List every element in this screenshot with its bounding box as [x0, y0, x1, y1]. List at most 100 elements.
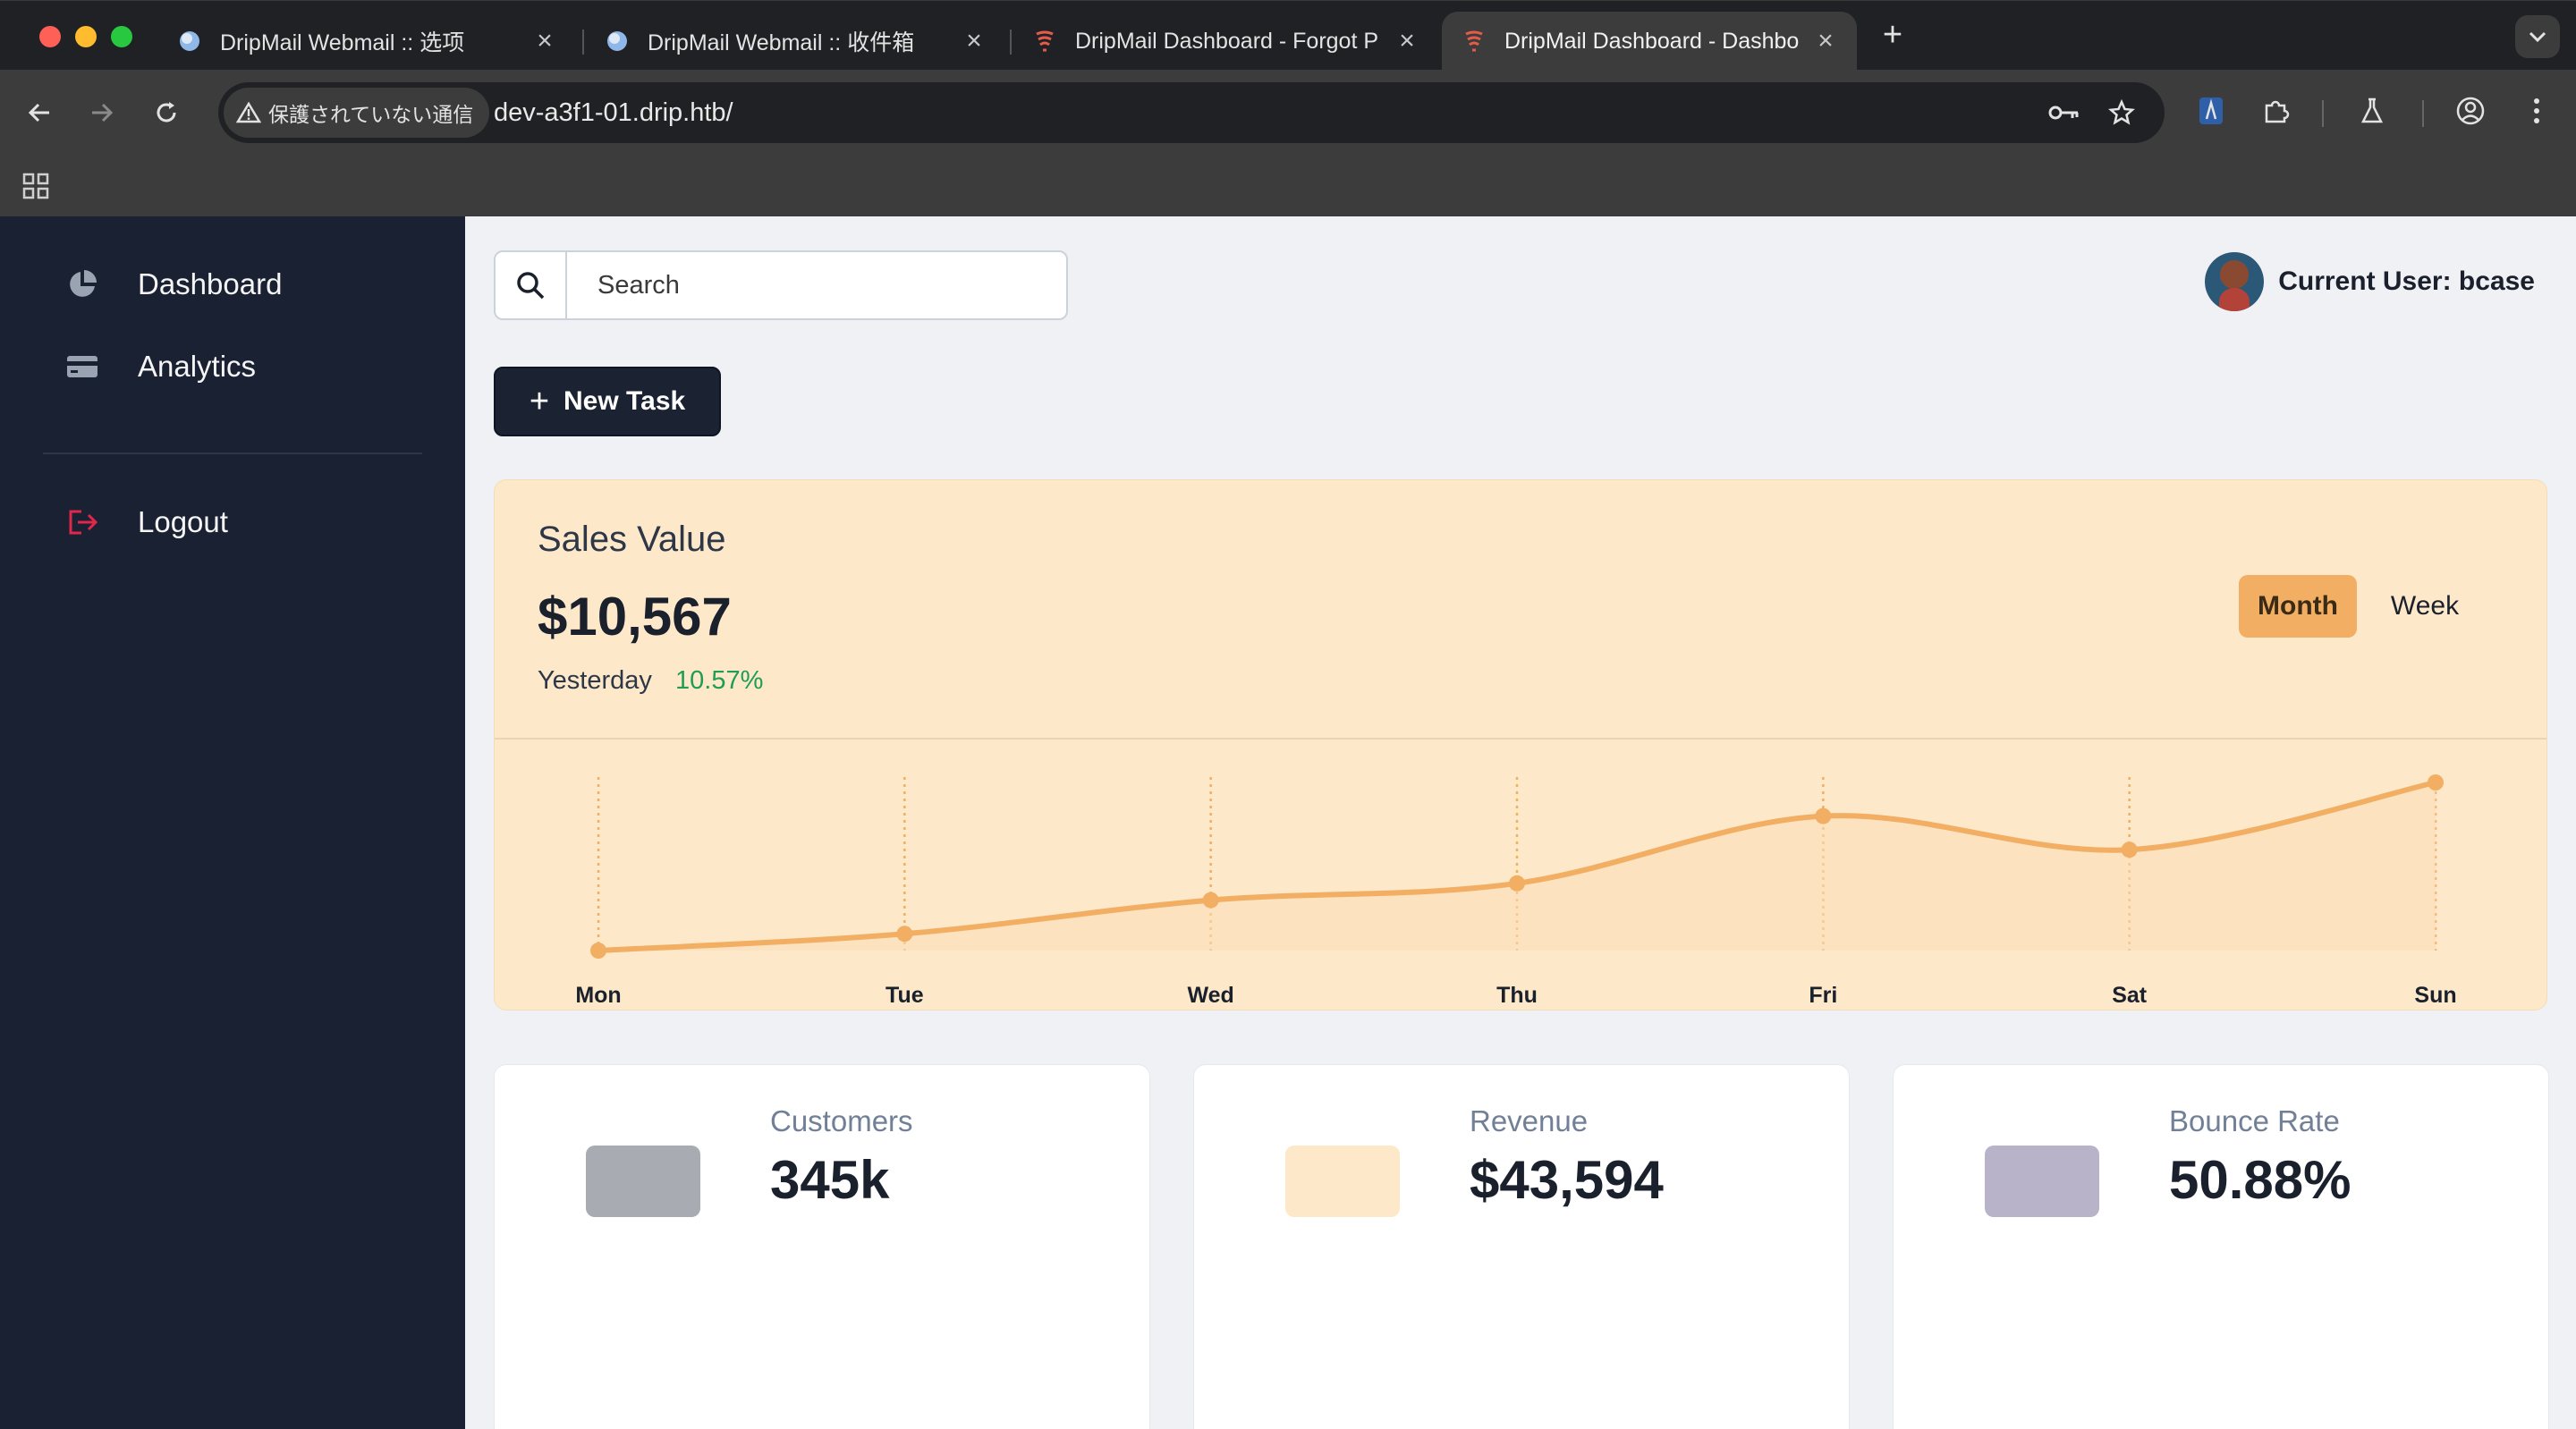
close-tab-icon[interactable]: ×: [1399, 26, 1415, 55]
chart-tick-label: Fri: [1809, 983, 1837, 1008]
stat-card-bounce-rate: Bounce Rate 50.88%: [1893, 1064, 2549, 1429]
security-label: 保護されていない通信: [268, 103, 474, 126]
toolbar-separator: [2322, 100, 2324, 127]
reload-icon: [157, 102, 176, 123]
current-user[interactable]: Current User: bcase: [2205, 252, 2535, 311]
sidebar-item-label: Dashboard: [138, 267, 283, 300]
new-task-label: New Task: [564, 386, 686, 416]
bookmarks-bar: [0, 156, 2576, 216]
chart-point: [896, 926, 913, 943]
reload-button[interactable]: [145, 91, 188, 134]
revenue-icon: [1285, 1146, 1400, 1217]
chart-point: [2428, 774, 2444, 791]
tab-separator: [1010, 30, 1012, 55]
forward-button[interactable]: [80, 91, 123, 134]
sidebar-item-dashboard[interactable]: Dashboard: [61, 259, 436, 309]
security-chip[interactable]: 保護されていない通信: [224, 88, 490, 138]
stat-label: Bounce Rate: [2169, 1104, 2340, 1137]
new-tab-button[interactable]: +: [1882, 16, 1903, 54]
chart-tick-label: Wed: [1188, 983, 1234, 1008]
tab-title: DripMail Webmail :: 选项: [220, 30, 465, 55]
sales-change-percent: 10.57%: [675, 666, 764, 695]
sidebar-item-analytics[interactable]: Analytics: [61, 342, 436, 392]
tab-title: DripMail Dashboard - Dashbo: [1504, 28, 1800, 54]
stat-value: 345k: [770, 1150, 890, 1210]
tab-search-button[interactable]: [2515, 15, 2560, 58]
close-tab-icon[interactable]: ×: [1818, 26, 1834, 55]
maximize-window-button[interactable]: [111, 26, 132, 47]
webmail-globe-icon: [605, 29, 630, 54]
chart-point: [1815, 808, 1832, 824]
chart-point: [1509, 875, 1525, 892]
drip-logo-icon: [1462, 29, 1487, 54]
browser-toolbar: 保護されていない通信 dev-a3f1-01.drip.htb/: [0, 70, 2576, 156]
url-text[interactable]: dev-a3f1-01.drip.htb/: [494, 98, 733, 127]
stat-value: $43,594: [1470, 1150, 1664, 1210]
browser-tab[interactable]: DripMail Dashboard - Forgot P ×: [1013, 12, 1438, 71]
chart-point: [590, 943, 606, 959]
browser-tab-bar: DripMail Webmail :: 选项 × DripMail Webmai…: [0, 0, 2576, 71]
sidebar: Dashboard Analytics Logout: [0, 216, 465, 1429]
more-menu-icon[interactable]: [2515, 89, 2558, 132]
tab-title: DripMail Webmail :: 收件箱: [648, 30, 915, 55]
chart-point: [1202, 892, 1219, 909]
sales-card-header: Sales Value $10,567 Yesterday 10.57% Mon…: [495, 480, 2546, 740]
extension-icon[interactable]: [2190, 89, 2233, 132]
browser-tab[interactable]: DripMail Webmail :: 收件箱 ×: [585, 12, 1005, 71]
pie-chart-icon: [61, 263, 104, 306]
month-toggle-button[interactable]: Month: [2239, 575, 2357, 638]
stat-label: Customers: [770, 1104, 913, 1137]
sidebar-item-logout[interactable]: Logout: [61, 497, 436, 547]
bounce-rate-icon: [1985, 1146, 2099, 1217]
chart-point: [2121, 841, 2138, 858]
stat-value: 50.88%: [2169, 1150, 2351, 1210]
apps-grid-icon[interactable]: [18, 168, 54, 204]
close-tab-icon[interactable]: ×: [966, 26, 982, 55]
search-box: [494, 250, 1068, 320]
chart-tick-label: Sun: [2414, 983, 2456, 1008]
new-task-button[interactable]: + New Task: [494, 367, 721, 436]
minimize-window-button[interactable]: [75, 26, 97, 47]
close-tab-icon[interactable]: ×: [537, 26, 553, 55]
puzzle-icon[interactable]: [2254, 89, 2297, 132]
tab-title: DripMail Dashboard - Forgot P: [1075, 28, 1379, 54]
chart-area-fill: [598, 782, 2436, 951]
chart-tick-label: Tue: [886, 983, 924, 1008]
chart-tick-label: Mon: [575, 983, 621, 1008]
customers-icon: [586, 1146, 700, 1217]
sales-title: Sales Value: [538, 520, 726, 559]
chevron-down-icon: [2529, 31, 2546, 43]
webmail-globe-icon: [177, 29, 202, 54]
profile-icon[interactable]: [2449, 89, 2492, 132]
close-window-button[interactable]: [39, 26, 61, 47]
sidebar-item-label: Logout: [138, 505, 228, 538]
sidebar-item-label: Analytics: [138, 350, 257, 383]
stat-card-revenue: Revenue $43,594: [1193, 1064, 1850, 1429]
drip-logo-icon: [1032, 29, 1057, 54]
flask-icon[interactable]: [2351, 89, 2394, 132]
chart-tick-label: Sat: [2112, 983, 2148, 1008]
main-content: Current User: bcase + New Task Sales Val…: [465, 216, 2576, 1429]
back-button[interactable]: [18, 91, 61, 134]
arrow-right-icon: [92, 103, 114, 123]
stat-label: Revenue: [1470, 1104, 1589, 1137]
warning-triangle-icon: [236, 101, 261, 123]
sales-period-label: Yesterday: [538, 666, 652, 695]
browser-tab[interactable]: DripMail Webmail :: 选项 ×: [157, 12, 576, 71]
sales-value: $10,567: [538, 587, 732, 647]
stat-card-customers: Customers 345k: [494, 1064, 1150, 1429]
key-icon[interactable]: [2043, 91, 2086, 134]
current-user-label: Current User: bcase: [2278, 266, 2535, 296]
toolbar-separator: [2422, 100, 2424, 127]
search-icon[interactable]: [496, 252, 567, 318]
search-input[interactable]: [569, 252, 1066, 318]
bookmark-star-icon[interactable]: [2100, 91, 2143, 134]
address-bar[interactable]: 保護されていない通信 dev-a3f1-01.drip.htb/: [218, 82, 2165, 143]
browser-tab-active[interactable]: DripMail Dashboard - Dashbo ×: [1442, 12, 1857, 71]
sales-line-chart: Mon Tue Wed Thu Fri Sat Sun: [575, 774, 2457, 1008]
tab-separator: [582, 30, 584, 55]
avatar[interactable]: [2205, 252, 2265, 311]
chart-tick-label: Thu: [1496, 983, 1538, 1008]
week-toggle-button[interactable]: Week: [2390, 591, 2460, 621]
plus-icon: +: [529, 383, 550, 420]
